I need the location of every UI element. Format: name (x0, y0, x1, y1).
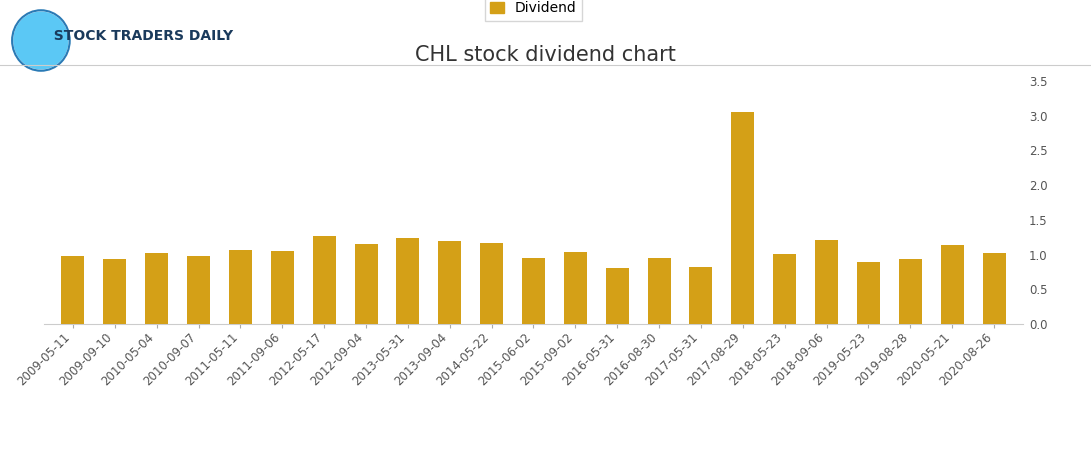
Bar (396, 238, 419, 324)
Bar (61, 256, 84, 324)
Bar (145, 253, 168, 324)
Bar (690, 267, 712, 324)
Bar (104, 259, 127, 324)
Bar (480, 243, 503, 324)
Bar (940, 245, 963, 324)
Bar (899, 259, 922, 324)
Text: CHL stock dividend chart: CHL stock dividend chart (415, 45, 676, 65)
Bar (564, 252, 587, 324)
Bar (983, 253, 1006, 324)
Bar (355, 244, 377, 324)
Bar (313, 236, 336, 324)
Legend: Dividend: Dividend (484, 0, 583, 21)
Circle shape (14, 12, 68, 69)
Bar (521, 257, 546, 324)
Bar (187, 256, 211, 324)
Bar (229, 250, 252, 324)
Text: STOCK TRADERS DAILY: STOCK TRADERS DAILY (44, 29, 232, 43)
Bar (731, 112, 754, 324)
Bar (856, 262, 880, 324)
Bar (815, 240, 838, 324)
Bar (271, 251, 293, 324)
Bar (648, 258, 671, 324)
Bar (774, 254, 796, 324)
Bar (606, 268, 628, 324)
Bar (439, 241, 461, 324)
